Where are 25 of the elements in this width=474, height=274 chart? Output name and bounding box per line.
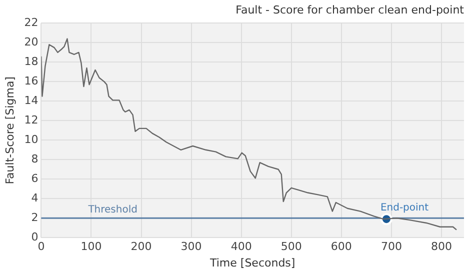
y-tick-label: 6 (31, 172, 38, 185)
chart-title: Fault - Score for chamber clean end-point (236, 3, 465, 16)
y-tick-label: 20 (24, 36, 38, 49)
x-tick-label: 200 (130, 240, 152, 254)
y-axis-title: Fault-Score [Sigma] (3, 76, 16, 184)
y-tick-label: 18 (24, 55, 38, 68)
ref-line-label: Threshold (87, 204, 138, 216)
y-tick-label: 2 (31, 210, 38, 224)
y-tick-label: 8 (31, 152, 38, 166)
x-tick-label: 400 (230, 240, 252, 254)
x-tick-label: 300 (180, 240, 202, 254)
y-tick-label: 14 (24, 94, 38, 108)
annotation: End-point (380, 202, 429, 214)
x-axis-title: Time [Seconds] (208, 256, 296, 270)
y-tick-label: 12 (24, 114, 38, 127)
x-tick-label: 700 (380, 240, 402, 254)
y-tick-label: 0 (31, 230, 38, 244)
y-tick-label: 22 (24, 16, 38, 30)
y-tick-label: 4 (31, 191, 38, 204)
x-tick-label: 100 (80, 240, 102, 254)
y-tick-label: 16 (24, 74, 38, 88)
y-tick-label: 10 (24, 133, 38, 146)
x-tick-label: 600 (330, 240, 352, 254)
x-tick-label: 800 (430, 240, 452, 254)
x-tick-label: 500 (280, 240, 302, 254)
